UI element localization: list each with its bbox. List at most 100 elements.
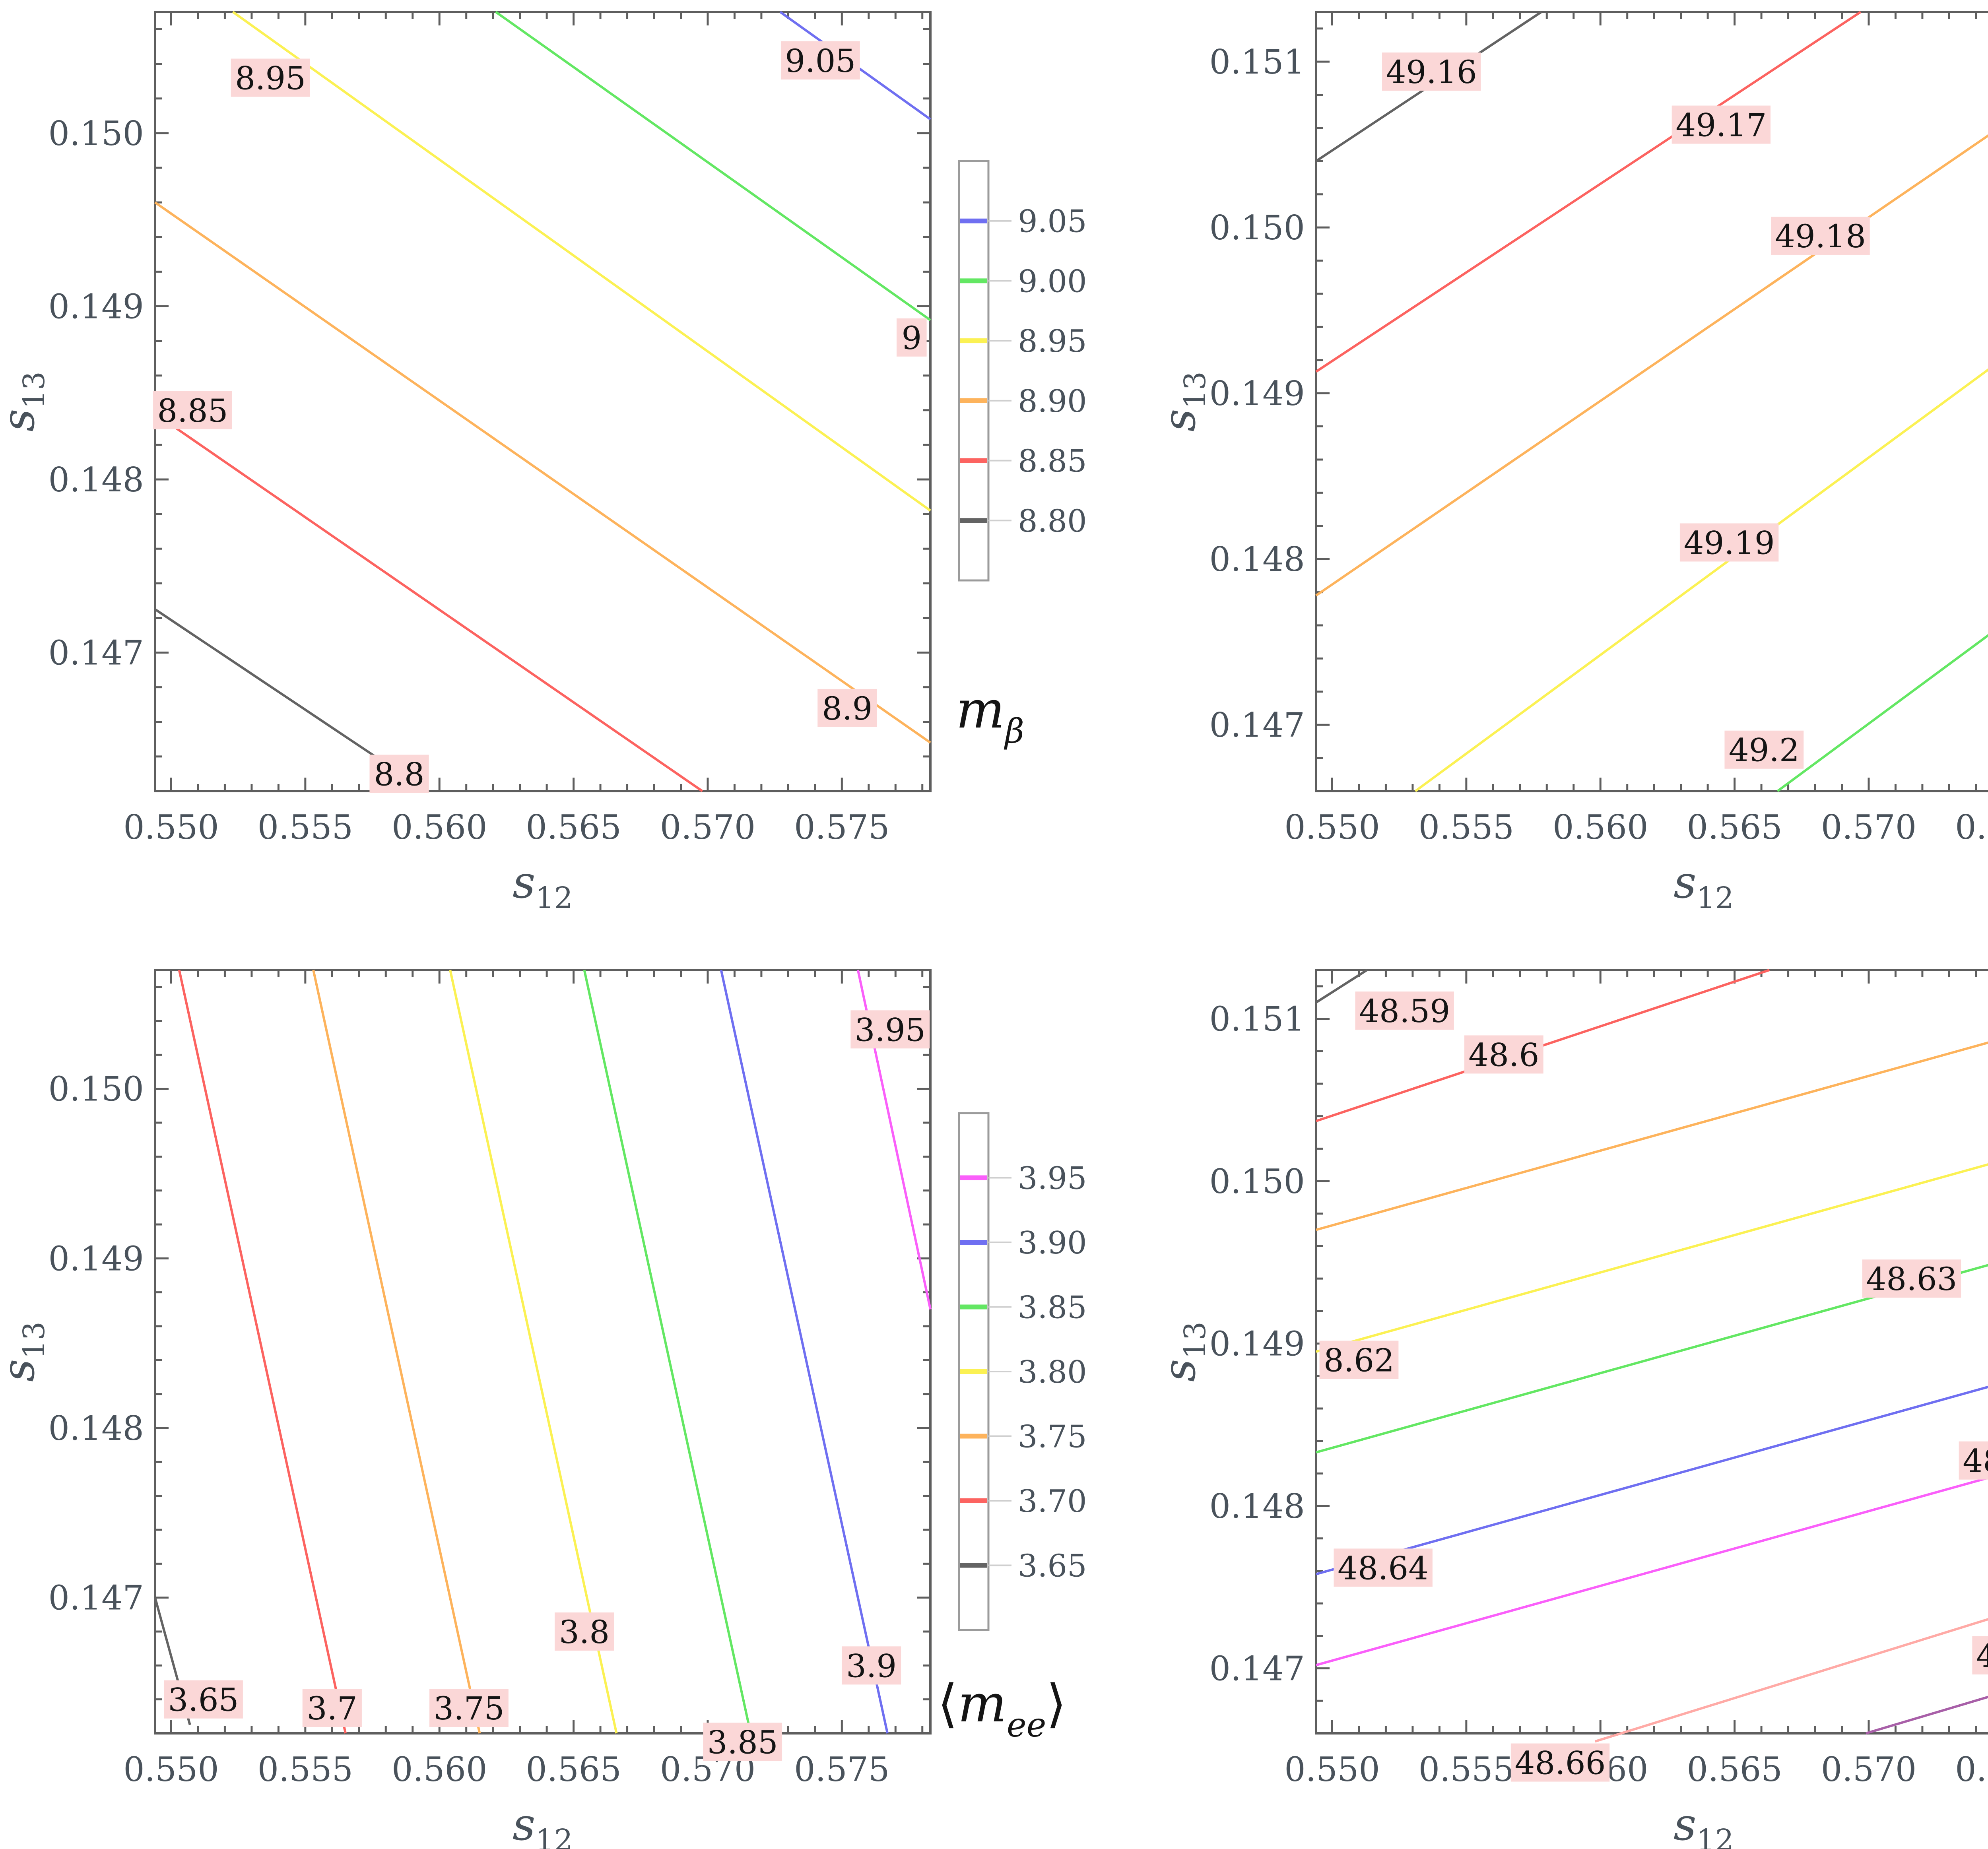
contour-label: 3.9 bbox=[846, 1647, 897, 1684]
x-tick-label: 0.550 bbox=[1284, 808, 1380, 847]
x-axis-label-base: s bbox=[1673, 1799, 1696, 1849]
contour-label-group: 48.59 bbox=[1355, 991, 1454, 1030]
y-tick-label: 0.151 bbox=[1209, 43, 1305, 81]
contour-label-bg bbox=[153, 391, 232, 429]
contour-line-8.80 bbox=[154, 608, 381, 761]
contour-line-48.64 bbox=[1316, 1385, 1988, 1575]
x-axis-label: s12 bbox=[513, 1799, 573, 1849]
legend-label: 9.00 bbox=[1018, 264, 1087, 299]
legend-title-base: m bbox=[958, 1673, 1007, 1734]
x-tick-label: 0.575 bbox=[1955, 808, 1988, 847]
y-tick-label: 0.150 bbox=[49, 1070, 144, 1109]
legend-label: 8.95 bbox=[1018, 324, 1087, 359]
plot-frame bbox=[1315, 969, 1988, 1735]
y-tick-label: 0.150 bbox=[1209, 1162, 1305, 1201]
contour-label-bg bbox=[429, 1689, 509, 1727]
contour-label: 48.67 bbox=[1976, 1638, 1988, 1674]
x-axis-label: s12 bbox=[1673, 857, 1734, 915]
contour-line-48.67 bbox=[1866, 1696, 1988, 1735]
x-axis-label: s12 bbox=[1673, 1799, 1734, 1849]
contour-label-group: 3.9 bbox=[841, 1646, 901, 1685]
contour-label-bg bbox=[1771, 216, 1870, 255]
contour-label-group: 8.62 bbox=[1319, 1341, 1399, 1379]
contour-label: 49.18 bbox=[1775, 218, 1866, 255]
panel-top-right: 0.550 0.555 0.560 0.565 0.570 0.575 0.147 0.148… bbox=[1154, 11, 1988, 915]
y-tick-label: 0.147 bbox=[49, 634, 144, 673]
contour-label-group: 8.9 bbox=[817, 689, 877, 727]
contour-label: 49.19 bbox=[1684, 524, 1775, 561]
y-tick-label: 0.150 bbox=[1209, 208, 1305, 247]
y-tick-label: 0.147 bbox=[1209, 706, 1305, 745]
contour-label-group: 3.65 bbox=[164, 1680, 243, 1719]
contour-line-8.95 bbox=[232, 11, 931, 512]
y-tick-label: 0.148 bbox=[49, 1409, 144, 1448]
contour-line-8.85 bbox=[154, 413, 703, 792]
legend-bar bbox=[958, 160, 990, 582]
contour-label-group: 3.85 bbox=[703, 1723, 782, 1761]
y-tick-label: 0.148 bbox=[1209, 540, 1305, 579]
angle-bracket: ⟩ bbox=[1046, 1673, 1066, 1734]
contour-label-group: 8.95 bbox=[231, 58, 310, 97]
y-tick-label: 0.151 bbox=[1209, 1000, 1305, 1039]
contour-label: 48.66 bbox=[1514, 1745, 1606, 1782]
contour-label-bg bbox=[164, 1680, 243, 1719]
contour-label-group: 3.95 bbox=[850, 1010, 930, 1049]
contour-line-8.90 bbox=[154, 201, 931, 744]
contour-line-48.65 bbox=[1316, 1476, 1988, 1667]
contour-label: 49.17 bbox=[1675, 107, 1767, 144]
angle-bracket: ⟨ bbox=[938, 1673, 958, 1734]
contour-label-bg bbox=[817, 689, 877, 727]
contour-label-group: 3.75 bbox=[429, 1689, 509, 1727]
contour-label: 9.05 bbox=[785, 43, 856, 80]
tick-marks bbox=[1316, 12, 1977, 792]
legend-label: 3.70 bbox=[1018, 1484, 1087, 1519]
contour-label-bg bbox=[1672, 105, 1771, 144]
x-tick-label: 0.570 bbox=[1821, 1750, 1916, 1789]
contour-label: 8.8 bbox=[374, 756, 424, 793]
x-tick-label: 0.570 bbox=[660, 808, 755, 847]
contour-label-group: 48.66 bbox=[1510, 1743, 1610, 1782]
x-axis-label-sub: 12 bbox=[1697, 1823, 1734, 1849]
contour-label-bg bbox=[1355, 991, 1454, 1030]
contour-label-group: 9 bbox=[896, 318, 927, 357]
contour-line-48.63 bbox=[1316, 1264, 1988, 1454]
panel-bottom-left: 0.550 0.555 0.560 0.565 0.570 0.5750.1470.148… bbox=[0, 969, 1087, 1849]
x-tick-label: 0.565 bbox=[526, 1750, 621, 1789]
contour-label: 48.64 bbox=[1338, 1550, 1429, 1587]
contour-label-bg bbox=[841, 1646, 901, 1685]
contour-label-bg bbox=[302, 1689, 362, 1727]
y-axis-label-sub: 13 bbox=[1178, 1321, 1212, 1359]
contour-label-group: 49.16 bbox=[1382, 52, 1481, 91]
legend-title-base: m bbox=[956, 679, 1005, 740]
legend-label: 3.75 bbox=[1018, 1419, 1087, 1455]
x-tick-label: 0.550 bbox=[123, 1750, 219, 1789]
contour-line-3.90 bbox=[720, 970, 889, 1734]
contour-label-bg bbox=[850, 1010, 930, 1049]
contour-label-bg bbox=[896, 318, 927, 357]
contour-label-group: 49.18 bbox=[1771, 216, 1870, 255]
x-tick-label: 0.555 bbox=[1419, 808, 1514, 847]
contour-label: 48.65 bbox=[1963, 1443, 1988, 1480]
contour-label: 8.95 bbox=[235, 60, 306, 97]
x-tick-label: 0.575 bbox=[794, 808, 889, 847]
legend-label: 8.80 bbox=[1018, 503, 1087, 539]
x-tick-label: 0.565 bbox=[1687, 1750, 1782, 1789]
x-axis-label-sub: 12 bbox=[536, 1823, 573, 1849]
legend-title: mβ bbox=[956, 679, 1024, 751]
contour-label-bg bbox=[231, 58, 310, 97]
plot-frame bbox=[154, 969, 932, 1735]
panel-top-left: 0.550 0.555 0.560 0.565 0.570 0.575 0.147 0.148… bbox=[0, 11, 1087, 915]
x-axis-label-sub: 12 bbox=[1697, 881, 1734, 915]
tick-marks bbox=[155, 12, 930, 792]
x-tick-label: 0.560 bbox=[1553, 808, 1648, 847]
x-tick-label: 0.565 bbox=[526, 808, 621, 847]
y-axis-label-base: s bbox=[0, 1359, 45, 1381]
contour-label-group: 49.2 bbox=[1724, 730, 1804, 769]
contour-label-group: 3.8 bbox=[554, 1612, 614, 1651]
x-tick-label: 0.575 bbox=[794, 1750, 889, 1789]
contour-line-3.80 bbox=[449, 970, 618, 1734]
contour-label: 8.85 bbox=[157, 392, 228, 429]
contour-label-group: 48.63 bbox=[1862, 1259, 1961, 1298]
y-axis-label: s13 bbox=[1154, 371, 1212, 432]
contour-label-group: 48.67 bbox=[1972, 1636, 1988, 1674]
